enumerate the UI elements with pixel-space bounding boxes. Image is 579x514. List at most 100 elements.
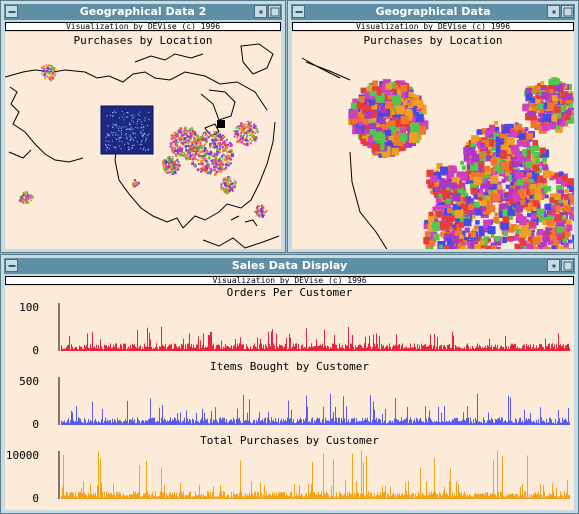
bar — [449, 420, 450, 425]
purchase-point — [463, 192, 469, 198]
window-sales-data-display[interactable]: Sales Data Display Visualization by DEVi… — [0, 254, 579, 514]
purchase-point — [549, 175, 555, 181]
world-map[interactable] — [5, 32, 281, 249]
bar — [136, 494, 137, 499]
purchase-point — [442, 179, 451, 188]
bar — [182, 421, 183, 425]
purchase-point — [225, 144, 228, 148]
maximize-button[interactable] — [561, 259, 574, 272]
bar — [517, 346, 518, 351]
bar — [394, 495, 395, 499]
bar — [107, 347, 108, 351]
window-geographical-data-2[interactable]: Geographical Data 2 Visualization by DEV… — [0, 0, 286, 253]
selected-point — [130, 128, 132, 130]
purchase-point — [380, 106, 388, 114]
titlebar[interactable]: Geographical Data 2 — [4, 4, 282, 20]
titlebar[interactable]: Sales Data Display — [4, 258, 575, 274]
total-chart[interactable] — [53, 447, 572, 505]
window-menu-button[interactable] — [292, 5, 305, 18]
bar — [457, 418, 458, 425]
bar — [501, 491, 502, 499]
selection-region[interactable] — [100, 105, 154, 155]
purchase-point — [215, 163, 218, 166]
purchase-point — [256, 130, 259, 133]
bar — [348, 327, 349, 351]
minimize-button[interactable] — [547, 259, 560, 272]
purchase-point — [26, 198, 28, 200]
items-chart[interactable] — [53, 373, 572, 431]
purchase-point — [242, 128, 245, 131]
bar — [526, 418, 527, 425]
minimize-button[interactable] — [254, 5, 267, 18]
bar — [75, 492, 76, 499]
minimize-button[interactable] — [547, 5, 560, 18]
purchase-point — [455, 238, 463, 246]
window-menu-button[interactable] — [5, 5, 18, 18]
maximize-button[interactable] — [268, 5, 281, 18]
bar — [141, 497, 142, 499]
bar — [510, 345, 511, 351]
purchase-point — [537, 118, 542, 123]
purchase-point — [167, 165, 170, 167]
purchase-point — [170, 168, 172, 170]
bar — [444, 406, 445, 425]
purchase-point — [522, 130, 527, 134]
bar — [300, 495, 301, 499]
map-canvas[interactable]: Purchases by Location — [292, 32, 574, 249]
titlebar[interactable]: Geographical Data — [291, 4, 575, 20]
bar — [193, 496, 194, 499]
purchase-point — [220, 143, 223, 146]
purchase-point — [184, 126, 187, 129]
bar — [544, 421, 545, 425]
purchase-point — [199, 150, 202, 154]
bar — [270, 422, 271, 425]
bar — [431, 491, 432, 499]
bar — [178, 419, 179, 425]
purchase-point — [162, 160, 164, 163]
purchase-point — [532, 164, 540, 172]
bar — [128, 423, 129, 425]
bar — [309, 346, 310, 351]
bar — [500, 420, 501, 425]
bar — [425, 344, 426, 351]
bar — [190, 491, 191, 499]
window-menu-button[interactable] — [5, 259, 18, 272]
selected-point — [112, 126, 114, 128]
window-geographical-data[interactable]: Geographical Data Visualization by DEVis… — [287, 0, 579, 253]
bar — [467, 343, 468, 351]
purchase-point — [508, 206, 513, 210]
purchase-point — [468, 204, 474, 210]
bar — [503, 346, 504, 351]
bar — [526, 497, 527, 499]
total-ytick-min: 0 — [32, 492, 39, 505]
purchase-point — [507, 149, 512, 155]
bar — [89, 348, 90, 351]
purchase-point — [216, 160, 219, 163]
bar — [167, 495, 168, 499]
bar — [110, 343, 111, 351]
bar — [315, 495, 316, 499]
orders-chart[interactable] — [53, 299, 572, 357]
bar — [360, 493, 361, 499]
bar — [351, 418, 352, 425]
bar — [466, 345, 467, 351]
bar — [416, 496, 417, 499]
charts-canvas[interactable]: Orders Per Customer 100 0 Items Bought b… — [5, 286, 574, 510]
maximize-button[interactable] — [561, 5, 574, 18]
purchase-point — [476, 172, 484, 180]
purchase-point — [237, 140, 240, 143]
bar — [309, 421, 310, 425]
purchase-point — [197, 138, 200, 142]
bar — [402, 493, 403, 499]
purchase-point — [202, 166, 206, 169]
zoomed-map[interactable] — [292, 32, 574, 249]
bar — [451, 421, 452, 425]
purchase-point — [443, 233, 453, 242]
bar — [317, 495, 318, 499]
purchase-point — [364, 91, 373, 100]
bar — [121, 497, 122, 499]
bar — [379, 336, 380, 351]
selected-point — [127, 142, 129, 144]
bar — [186, 348, 187, 351]
map-canvas[interactable]: Purchases by Location — [5, 32, 281, 249]
